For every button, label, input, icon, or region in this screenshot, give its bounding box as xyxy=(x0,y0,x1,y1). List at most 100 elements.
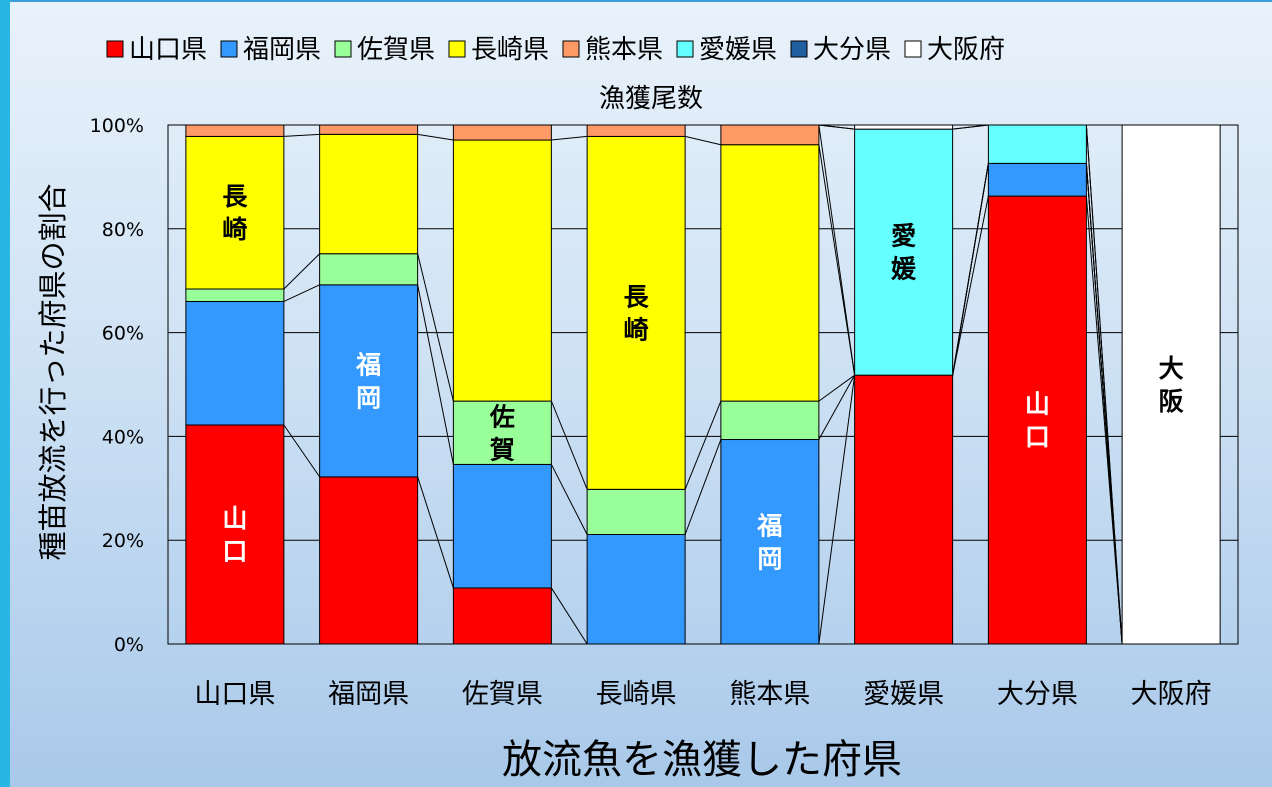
bar-segment xyxy=(185,300,285,426)
bar-segment xyxy=(319,284,419,478)
connector-line xyxy=(684,400,722,490)
legend-swatch xyxy=(106,40,124,58)
bar-segment xyxy=(185,288,285,302)
bar-segment xyxy=(720,400,820,441)
connector-line xyxy=(417,476,454,589)
bar-segment xyxy=(720,124,820,146)
connector-line xyxy=(550,464,588,535)
bars xyxy=(185,124,1221,645)
bar-segment xyxy=(185,424,285,645)
y-tick-label: 60% xyxy=(102,323,144,345)
x-tick-label: 長崎県 xyxy=(596,679,677,710)
connector-line xyxy=(283,424,321,478)
connector-line xyxy=(818,374,855,402)
y-tick-label: 0% xyxy=(114,634,144,656)
bar-segment xyxy=(319,124,419,135)
data-label: 福岡 xyxy=(756,511,782,573)
bar-segment xyxy=(452,139,552,402)
connector-line xyxy=(952,124,989,130)
y-axis-ticks: 0% 20% 40% 60% 80% 100% xyxy=(90,115,144,656)
connector-line xyxy=(952,196,989,376)
legend-item: 熊本県 xyxy=(562,35,663,65)
data-label: 愛媛 xyxy=(891,222,917,284)
legend-label: 大分県 xyxy=(813,35,891,65)
legend-label: 愛媛県 xyxy=(699,35,777,65)
legend-swatch xyxy=(562,40,580,58)
bar-segment xyxy=(452,463,552,589)
y-tick-label: 40% xyxy=(102,426,144,448)
legend-item: 福岡県 xyxy=(220,35,321,65)
y-tick-label: 20% xyxy=(102,530,144,552)
x-tick-label: 大阪府 xyxy=(1131,679,1212,710)
legend-swatch xyxy=(220,40,238,58)
bar-segment xyxy=(319,253,419,286)
bar-segment xyxy=(185,135,285,290)
bar-segment xyxy=(319,476,419,645)
legend-item: 山口県 xyxy=(106,35,207,65)
data-label: 福岡 xyxy=(355,350,381,412)
data-label: 大阪 xyxy=(1159,354,1184,416)
data-label: 長崎 xyxy=(624,282,650,344)
y-axis-label: 種苗放流を行った府県の割合 xyxy=(36,183,70,560)
series-connector-lines xyxy=(283,124,1123,645)
bar-segment xyxy=(987,124,1087,164)
chart-title: 漁獲尾数 xyxy=(599,84,703,114)
bar-segment xyxy=(452,587,552,645)
y-tick-label: 100% xyxy=(90,115,144,137)
x-tick-label: 佐賀県 xyxy=(462,679,543,710)
connector-line xyxy=(952,163,989,376)
bar-segment xyxy=(586,124,686,137)
connector-line xyxy=(684,439,722,535)
x-axis-ticks: 山口県 福岡県 佐賀県 長崎県 熊本県 愛媛県 大分県 大阪府 xyxy=(194,679,1211,710)
bar-segment xyxy=(586,533,686,645)
bar-segment xyxy=(185,124,285,137)
x-tick-label: 福岡県 xyxy=(328,679,409,710)
legend-swatch xyxy=(676,40,694,58)
legend-item: 愛媛県 xyxy=(676,35,777,65)
legend-item: 大阪府 xyxy=(904,35,1005,65)
data-label: 山口 xyxy=(222,504,247,566)
legend-label: 大阪府 xyxy=(927,35,1005,65)
bar-segment xyxy=(854,124,954,130)
bar-segment xyxy=(720,439,820,645)
legend-label: 長崎県 xyxy=(471,35,549,65)
bar-segment xyxy=(720,144,820,402)
legend-swatch xyxy=(334,40,352,58)
data-label: 佐賀 xyxy=(489,402,515,464)
connector-line xyxy=(417,133,454,141)
legend-swatch xyxy=(448,40,466,58)
bar-segment xyxy=(452,400,552,465)
legend: 山口県 福岡県 佐賀県 長崎県 熊本県 愛媛県 大分県 大阪府 xyxy=(106,35,1005,65)
legend-label: 佐賀県 xyxy=(357,35,435,65)
legend-label: 福岡県 xyxy=(243,35,321,65)
connector-line xyxy=(283,253,320,290)
y-tick-label: 80% xyxy=(102,219,144,241)
connector-line xyxy=(818,124,855,130)
connector-line xyxy=(685,135,721,146)
x-tick-label: 山口県 xyxy=(194,679,275,710)
connector-line xyxy=(818,124,856,376)
connector-line xyxy=(550,587,588,645)
connector-line xyxy=(551,135,588,141)
bar-segment xyxy=(586,488,686,535)
legend-swatch xyxy=(790,40,808,58)
connector-line xyxy=(417,284,454,465)
bar-segment xyxy=(1121,124,1221,645)
legend-item: 大分県 xyxy=(790,35,891,65)
connector-line xyxy=(1085,124,1123,645)
legend-label: 熊本県 xyxy=(585,35,663,65)
connector-line xyxy=(283,284,320,302)
legend-item: 佐賀県 xyxy=(334,35,435,65)
bar-segment xyxy=(452,124,552,141)
legend-swatch xyxy=(904,40,922,58)
bar-segment xyxy=(854,374,954,645)
data-label: 山口 xyxy=(1025,390,1050,452)
connector-line xyxy=(550,400,588,490)
bar-segment xyxy=(987,162,1087,197)
bar-segment xyxy=(987,195,1087,645)
connector-line xyxy=(283,133,320,137)
x-tick-label: 大分県 xyxy=(997,679,1078,710)
stacked-percent-bar-chart: 山口県 福岡県 佐賀県 長崎県 熊本県 愛媛県 大分県 大阪府 漁獲尾数 長崎山口福岡佐賀長崎… xyxy=(36,35,1239,783)
